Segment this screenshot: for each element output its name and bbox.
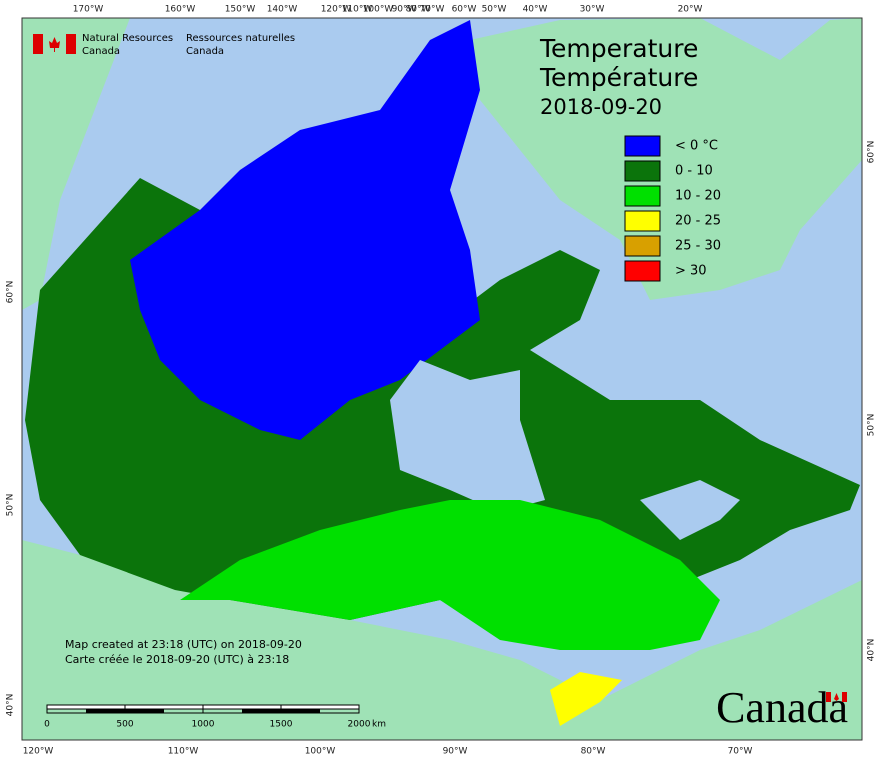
hudson-bay xyxy=(390,360,545,512)
agency-text: Natural Resources xyxy=(82,33,173,44)
graticule-label: 60°N xyxy=(6,281,16,304)
scale-label: 1500 xyxy=(270,720,293,730)
credit: Map created at 23:18 (UTC) on 2018-09-20 xyxy=(65,638,302,651)
scale-segment xyxy=(124,704,204,710)
graticule-label: 110°W xyxy=(168,747,199,757)
region-10-20 xyxy=(180,500,720,650)
scale-segment xyxy=(280,708,360,714)
graticule-label: 20°W xyxy=(678,5,703,15)
usa-land xyxy=(22,540,862,740)
legend-swatch xyxy=(624,160,661,182)
map-area xyxy=(22,18,862,740)
graticule-label: 110°W xyxy=(342,5,373,15)
graticule-label: 120°W xyxy=(23,747,54,757)
graticule-label: 80°W xyxy=(581,747,606,757)
graticule-label: 40°N xyxy=(867,639,877,662)
graticule-label: 50°W xyxy=(482,5,507,15)
legend-swatch xyxy=(624,260,661,282)
legend-label: 20 - 25 xyxy=(675,214,721,229)
scale-unit: km xyxy=(372,720,386,730)
flag-bar xyxy=(66,34,76,54)
date: 2018-09-20 xyxy=(540,95,662,119)
graticule-label: 40°N xyxy=(6,694,16,717)
scale-bar: 0 500 1000 1500 2000 km xyxy=(44,704,386,730)
scale-segment xyxy=(125,709,164,713)
wordmark: Canada xyxy=(716,683,848,732)
graticule-label: 140°W xyxy=(267,5,298,15)
graticule-label: 160°W xyxy=(165,5,196,15)
logo xyxy=(33,34,76,54)
credit: Carte créée le 2018-09-20 (UTC) à 23:18 xyxy=(65,653,289,666)
flag-bar xyxy=(33,34,43,54)
alaska-land xyxy=(22,18,130,310)
legend-swatch xyxy=(624,235,661,257)
scale-segment xyxy=(242,709,281,713)
scale-label: 0 xyxy=(44,720,50,730)
region-below-0 xyxy=(130,20,480,440)
scale-label: 500 xyxy=(116,720,133,730)
title: Température xyxy=(539,63,698,92)
graticule-label: 30°W xyxy=(580,5,605,15)
scale-label: 1000 xyxy=(192,720,215,730)
scale-label: 2000 xyxy=(348,720,371,730)
graticule-label: 100°W xyxy=(363,5,394,15)
graticule-label: 50°N xyxy=(6,494,16,517)
graticule-label: 60°N xyxy=(867,141,877,164)
legend-label: 10 - 20 xyxy=(675,189,721,204)
scale-segment xyxy=(281,709,320,713)
scale-segment xyxy=(202,704,282,710)
graticule-label: 80°W xyxy=(406,5,431,15)
flag-bar xyxy=(842,692,847,702)
map-frame xyxy=(21,17,863,741)
flag-bar xyxy=(826,692,831,702)
legend-swatch xyxy=(624,185,661,207)
graticule-label: 90°W xyxy=(392,5,417,15)
region-20-25 xyxy=(550,672,622,726)
graticule-label: 100°W xyxy=(305,747,336,757)
title: Temperature xyxy=(539,34,698,63)
agency-text: Ressources naturelles xyxy=(186,33,295,44)
graticule-label: 120°W xyxy=(321,5,352,15)
graticule-label: 70°W xyxy=(728,747,753,757)
gulf xyxy=(640,480,740,540)
legend-label: 25 - 30 xyxy=(675,239,721,254)
scale-segment xyxy=(86,709,125,713)
graticule-label: 40°W xyxy=(523,5,548,15)
graticule-label: 70°W xyxy=(420,5,445,15)
graticule-label: 150°W xyxy=(225,5,256,15)
scale-segment xyxy=(46,704,126,710)
maple-leaf xyxy=(834,693,839,701)
scale-segment xyxy=(280,704,360,710)
graticule-label: 50°N xyxy=(867,414,877,437)
graticule-label: 90°W xyxy=(443,747,468,757)
agency-text: Canada xyxy=(186,46,224,57)
graticule-label: 60°W xyxy=(452,5,477,15)
wordmark-flag xyxy=(826,692,847,702)
legend-label: > 30 xyxy=(675,264,707,279)
maple-leaf xyxy=(49,37,60,52)
legend-swatch xyxy=(624,135,661,157)
agency-text: Canada xyxy=(82,46,120,57)
legend-label: < 0 °C xyxy=(675,139,718,154)
graticule-label: 170°W xyxy=(73,5,104,15)
legend-label: 0 - 10 xyxy=(675,164,713,179)
legend-swatch xyxy=(624,210,661,232)
greenland xyxy=(470,18,862,300)
